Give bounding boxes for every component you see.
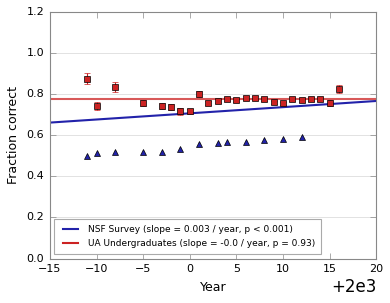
- Legend: NSF Survey (slope = 0.003 / year, p < 0.001), UA Undergraduates (slope = -0.0 / : NSF Survey (slope = 0.003 / year, p < 0.…: [55, 219, 321, 254]
- X-axis label: Year: Year: [200, 281, 227, 294]
- Y-axis label: Fraction correct: Fraction correct: [7, 86, 20, 184]
